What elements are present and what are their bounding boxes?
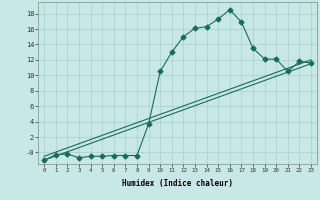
X-axis label: Humidex (Indice chaleur): Humidex (Indice chaleur) (122, 179, 233, 188)
